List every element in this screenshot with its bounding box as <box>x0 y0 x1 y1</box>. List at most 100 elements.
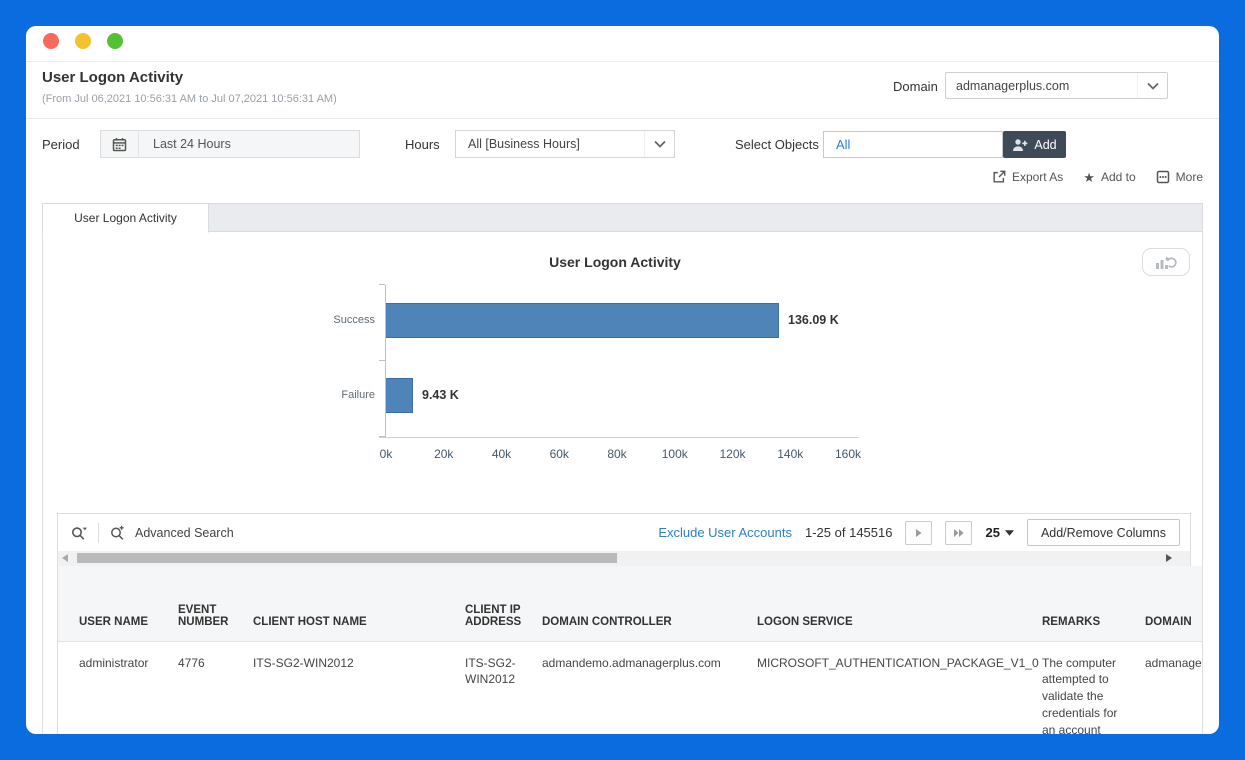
table-cell: ITS-SG2-WIN2012 <box>465 641 542 734</box>
calendar-icon[interactable] <box>101 131 139 157</box>
domain-label: Domain <box>893 79 938 94</box>
hours-label: Hours <box>405 137 440 152</box>
period-value: Last 24 Hours <box>153 137 231 151</box>
chart-type-button[interactable] <box>1142 248 1190 276</box>
caret-down-icon <box>1004 529 1014 536</box>
table-row[interactable]: administrator 4776 ITS-SG2-WIN2012 ITS-SG2-… <box>58 641 1202 734</box>
table-cell: admanagerplus.com <box>1145 641 1202 734</box>
chart-refresh-icon <box>1155 254 1177 270</box>
results-table: USER NAME EVENT NUMBER CLIENT HOST NAME CLI… <box>58 566 1202 734</box>
column-header-user-name[interactable]: USER NAME <box>58 566 178 642</box>
app-window: User Logon Activity (From Jul 06,2021 10… <box>26 26 1219 734</box>
select-objects-label: Select Objects <box>735 137 819 152</box>
page-size-value: 25 <box>985 525 1000 540</box>
x-axis-line <box>379 437 859 438</box>
chart-bar-failure <box>386 378 413 413</box>
horizontal-scrollbar[interactable] <box>58 551 1190 566</box>
x-tick-label: 0k <box>379 447 393 461</box>
export-icon <box>992 170 1006 184</box>
last-page-button[interactable] <box>945 520 973 545</box>
add-button-label: Add <box>1034 137 1057 152</box>
hours-select-value: All [Business Hours] <box>468 137 580 151</box>
table-header-row: USER NAME EVENT NUMBER CLIENT HOST NAME CLI… <box>58 566 1202 642</box>
x-tick-label: 60k <box>549 447 569 461</box>
chevron-down-icon <box>644 131 674 157</box>
column-header-client-host-name[interactable]: CLIENT HOST NAME <box>253 566 465 642</box>
results-panel: Advanced Search Exclude User Accounts 1-… <box>57 513 1202 734</box>
select-objects-input[interactable]: All <box>823 131 1003 158</box>
x-tick-label: 80k <box>607 447 627 461</box>
category-label-success: Success <box>333 314 375 326</box>
search-controls: Advanced Search <box>70 522 234 543</box>
pagination-range: 1-25 of 145516 <box>805 525 893 540</box>
add-to-button[interactable]: ★ Add to <box>1083 170 1135 184</box>
bar-value-label: 136.09 K <box>788 313 839 327</box>
close-button[interactable] <box>43 33 59 49</box>
domain-select-value: admanagerplus.com <box>956 78 1070 93</box>
column-header-domain[interactable]: DOMAIN <box>1145 566 1202 642</box>
report-content: User Logon Activity Success 136.09 K Failu… <box>42 232 1203 734</box>
bar-value-label: 9.43 K <box>422 388 459 402</box>
star-icon: ★ <box>1083 169 1095 185</box>
advanced-search-label[interactable]: Advanced Search <box>135 525 234 540</box>
column-header-logon-service[interactable]: LOGON SERVICE <box>757 566 1042 642</box>
x-tick-label: 40k <box>491 447 512 461</box>
column-header-event-number[interactable]: EVENT NUMBER <box>178 566 253 642</box>
next-page-button[interactable] <box>905 520 933 545</box>
tab-strip: User Logon Activity <box>42 203 1203 233</box>
table-cell: The computer attempted to validate the c… <box>1042 641 1145 734</box>
advanced-search-icon[interactable] <box>109 525 125 541</box>
search-icon[interactable] <box>70 525 88 541</box>
traffic-lights <box>43 33 139 54</box>
table-cell: administrator <box>58 641 178 734</box>
minimize-button[interactable] <box>75 33 91 49</box>
period-field[interactable]: Last 24 Hours <box>100 130 360 158</box>
scrollbar-thumb[interactable] <box>77 553 617 563</box>
report-actions: Export As ★ Add to More <box>992 170 1203 184</box>
column-header-remarks[interactable]: REMARKS <box>1042 566 1145 642</box>
category-label-failure: Failure <box>341 389 375 401</box>
pagination-controls: Exclude User Accounts 1-25 of 145516 25 … <box>658 519 1180 546</box>
x-tick-label: 120k <box>719 447 746 461</box>
x-tick-label: 100k <box>661 447 688 461</box>
more-label: More <box>1175 170 1203 184</box>
scroll-right-icon[interactable] <box>1166 554 1172 562</box>
column-header-domain-controller[interactable]: DOMAIN CONTROLLER <box>542 566 757 642</box>
period-label: Period <box>42 137 80 152</box>
table-cell: 4776 <box>178 641 253 734</box>
export-as-label: Export As <box>1011 170 1064 184</box>
chevron-down-icon <box>1137 73 1167 98</box>
chart-title: User Logon Activity <box>549 254 681 270</box>
more-button[interactable]: More <box>1156 170 1203 184</box>
window-titlebar <box>26 26 1219 62</box>
export-as-button[interactable]: Export As <box>992 170 1063 184</box>
x-tick-label: 160k <box>834 447 862 461</box>
x-tick-label: 20k <box>434 447 454 461</box>
add-remove-columns-button[interactable]: Add/Remove Columns <box>1026 519 1180 546</box>
y-axis-tick <box>379 284 385 285</box>
person-add-icon <box>1012 138 1028 152</box>
table-body: administrator 4776 ITS-SG2-WIN2012 ITS-SG2-… <box>58 641 1202 734</box>
page-title: User Logon Activity <box>42 69 184 86</box>
page-size-dropdown[interactable]: 25 <box>985 525 1014 540</box>
x-tick-label: 140k <box>777 447 804 461</box>
y-axis-tick <box>379 360 385 361</box>
scroll-left-icon[interactable] <box>62 554 68 562</box>
table-cell: MICROSOFT_AUTHENTICATION_PACKAGE_V1_0 <box>757 641 1042 734</box>
tab-user-logon-activity[interactable]: User Logon Activity <box>42 203 209 233</box>
maximize-button[interactable] <box>107 33 123 49</box>
add-to-label: Add to <box>1100 170 1136 184</box>
table-cell: admandemo.admanagerplus.com <box>542 641 757 734</box>
chart-bar-success <box>386 303 779 338</box>
report-date-range: (From Jul 06,2021 10:56:31 AM to Jul 07,… <box>42 93 337 105</box>
exclude-user-accounts-link[interactable]: Exclude User Accounts <box>658 525 792 540</box>
more-icon <box>1156 170 1170 184</box>
hours-select[interactable]: All [Business Hours] <box>455 130 675 158</box>
add-objects-button[interactable]: Add <box>1003 131 1066 158</box>
chart-plot: Success 136.09 K Failure 9.43 K 0k 20k 40k 60k 8… <box>333 284 861 461</box>
toolbar-divider <box>98 522 99 543</box>
domain-select[interactable]: admanagerplus.com <box>945 72 1168 99</box>
table-cell: ITS-SG2-WIN2012 <box>253 641 465 734</box>
column-header-client-ip-address[interactable]: CLIENT IP ADDRESS <box>465 566 542 642</box>
